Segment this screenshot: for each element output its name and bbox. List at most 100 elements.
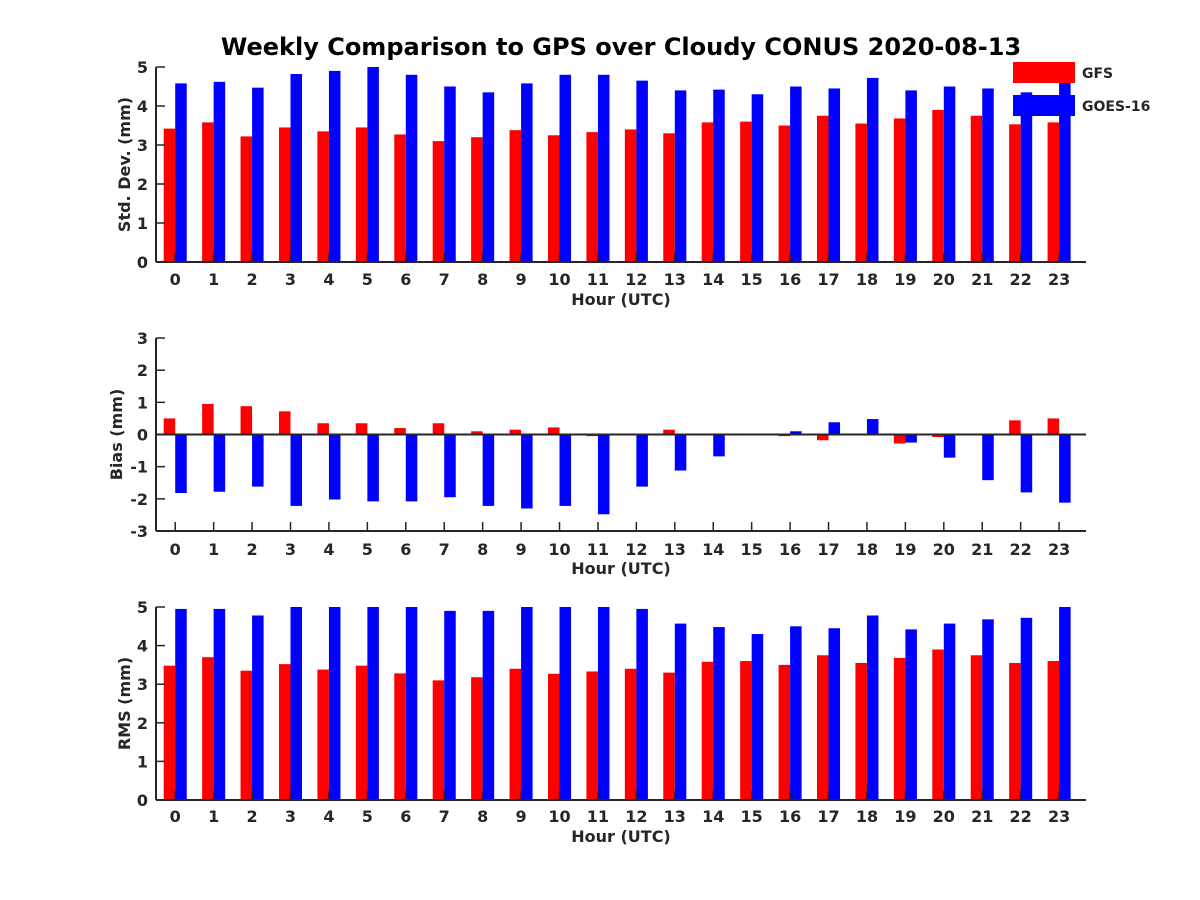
x-axis-label: Hour (UTC) xyxy=(571,290,671,309)
x-tick-label: 4 xyxy=(323,807,334,826)
x-tick-label: 20 xyxy=(933,807,955,826)
bar-gfs-9 xyxy=(509,130,522,262)
y-tick-label: 5 xyxy=(137,598,148,617)
y-tick-label: -3 xyxy=(130,522,148,541)
x-tick-label: 1 xyxy=(208,270,219,289)
x-tick-label: 0 xyxy=(170,807,181,826)
y-tick-label: -2 xyxy=(130,490,148,509)
bar-goes-16-8 xyxy=(482,92,495,262)
x-tick-label: 18 xyxy=(856,807,878,826)
bar-gfs-15 xyxy=(740,661,752,800)
legend-swatch-gfs xyxy=(1013,62,1075,83)
bar-gfs-19 xyxy=(893,118,906,262)
y-axis-label: RMS (mm) xyxy=(115,657,134,750)
bar-goes-16-21 xyxy=(982,88,994,262)
x-tick-label: 11 xyxy=(587,807,609,826)
x-tick-label: 19 xyxy=(894,540,916,559)
bar-goes-16-18 xyxy=(866,615,879,800)
bar-goes-16-6 xyxy=(405,607,418,800)
y-tick-label: 3 xyxy=(137,675,148,694)
x-tick-label: 18 xyxy=(856,270,878,289)
bar-goes-16-1 xyxy=(213,434,226,492)
x-tick-label: 5 xyxy=(362,807,373,826)
x-tick-label: 12 xyxy=(625,270,647,289)
bar-goes-16-10 xyxy=(559,434,572,506)
x-tick-label: 19 xyxy=(894,270,916,289)
x-tick-label: 0 xyxy=(170,270,181,289)
bar-goes-16-5 xyxy=(367,434,379,502)
bar-goes-16-1 xyxy=(213,81,226,262)
x-tick-label: 15 xyxy=(741,807,763,826)
bar-goes-16-0 xyxy=(175,434,187,494)
bar-goes-16-9 xyxy=(521,607,533,800)
bar-gfs-16 xyxy=(778,664,791,800)
bar-goes-16-11 xyxy=(597,434,610,515)
legend-swatch-goes-16 xyxy=(1013,95,1075,116)
bar-gfs-18 xyxy=(855,123,867,262)
bar-gfs-20 xyxy=(932,649,944,800)
bar-gfs-1 xyxy=(202,403,214,435)
x-tick-label: 15 xyxy=(741,540,763,559)
bar-goes-16-19 xyxy=(905,90,917,263)
bar-gfs-12 xyxy=(624,668,637,800)
bar-gfs-13 xyxy=(663,672,675,800)
bar-goes-16-23 xyxy=(1059,80,1071,263)
bar-gfs-17 xyxy=(816,434,829,441)
x-tick-label: 10 xyxy=(548,807,570,826)
x-tick-label: 9 xyxy=(516,270,527,289)
bar-gfs-6 xyxy=(394,673,406,800)
bars xyxy=(163,67,1071,263)
y-tick-label: 1 xyxy=(137,214,148,233)
bar-goes-16-4 xyxy=(328,607,341,800)
x-tick-label: 10 xyxy=(548,270,570,289)
x-tick-label: 14 xyxy=(702,807,724,826)
x-tick-label: 21 xyxy=(971,270,993,289)
x-tick-label: 22 xyxy=(1010,270,1032,289)
bar-goes-16-20 xyxy=(943,86,956,262)
bar-gfs-8 xyxy=(471,431,483,435)
x-tick-label: 17 xyxy=(817,540,839,559)
x-tick-label: 2 xyxy=(247,807,258,826)
x-tick-label: 22 xyxy=(1010,540,1032,559)
bar-gfs-20 xyxy=(932,434,944,438)
x-tick-label: 17 xyxy=(817,270,839,289)
bar-goes-16-11 xyxy=(597,74,610,262)
x-tick-label: 21 xyxy=(971,540,993,559)
bar-gfs-5 xyxy=(355,423,368,435)
bar-goes-16-6 xyxy=(405,74,418,262)
bar-gfs-19 xyxy=(893,434,906,444)
y-axis-label: Std. Dev. (mm) xyxy=(115,97,134,232)
bar-gfs-0 xyxy=(163,665,176,800)
bar-gfs-1 xyxy=(202,657,214,800)
bar-goes-16-3 xyxy=(290,74,303,263)
bar-gfs-2 xyxy=(240,670,253,800)
x-tick-label: 14 xyxy=(702,270,724,289)
x-tick-label: 13 xyxy=(664,807,686,826)
bar-gfs-23 xyxy=(1047,418,1060,435)
bar-gfs-6 xyxy=(394,428,406,435)
x-tick-label: 16 xyxy=(779,270,801,289)
bar-goes-16-15 xyxy=(751,94,764,262)
bar-goes-16-10 xyxy=(559,607,572,800)
bar-gfs-8 xyxy=(471,137,483,262)
bar-gfs-16 xyxy=(778,125,791,262)
y-tick-label: 3 xyxy=(137,329,148,348)
bar-goes-16-14 xyxy=(713,89,725,263)
x-tick-label: 23 xyxy=(1048,270,1070,289)
bar-goes-16-15 xyxy=(751,634,764,800)
x-tick-label: 4 xyxy=(323,540,334,559)
bar-goes-16-3 xyxy=(290,607,303,800)
bar-goes-16-13 xyxy=(674,623,687,800)
bar-goes-16-20 xyxy=(943,623,956,800)
bar-gfs-2 xyxy=(240,136,253,262)
bar-goes-16-1 xyxy=(213,608,226,800)
bar-gfs-21 xyxy=(970,115,983,262)
bar-goes-16-3 xyxy=(290,434,303,506)
bar-goes-16-21 xyxy=(982,434,994,481)
x-tick-label: 11 xyxy=(587,270,609,289)
bar-goes-16-23 xyxy=(1059,434,1071,503)
x-tick-label: 18 xyxy=(856,540,878,559)
bar-goes-16-10 xyxy=(559,74,572,262)
bar-gfs-8 xyxy=(471,677,483,800)
